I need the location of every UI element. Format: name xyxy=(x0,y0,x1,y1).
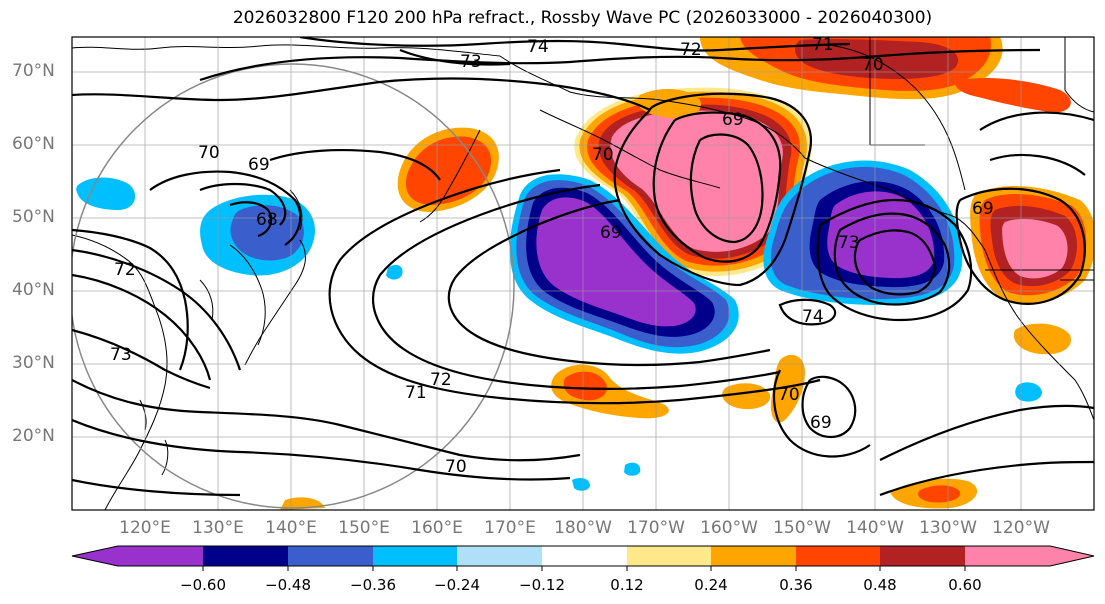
graticule xyxy=(72,37,1094,510)
colorbar-swatch xyxy=(457,546,542,566)
lat-label: 30°N xyxy=(12,353,55,373)
lon-label: 170°E xyxy=(484,518,536,538)
contour-label: 70 xyxy=(445,457,467,477)
contour-label: 73 xyxy=(838,233,860,253)
lon-label: 130°W xyxy=(919,518,977,538)
lon-label: 180°W xyxy=(554,518,612,538)
lon-label: 170°W xyxy=(627,518,685,538)
colorbar-tick-label: −0.12 xyxy=(519,576,565,594)
refractivity-contours xyxy=(72,37,1094,497)
lat-label: 70°N xyxy=(12,61,55,81)
contour-label: 72 xyxy=(430,370,452,390)
lat-label: 50°N xyxy=(12,207,55,227)
contour-label: 71 xyxy=(812,35,834,55)
contour-label: 69 xyxy=(810,413,832,433)
colorbar-swatch xyxy=(796,546,880,566)
contour-label: 69 xyxy=(722,110,744,130)
contour-label: 68 xyxy=(256,210,278,230)
contour-label: 69 xyxy=(972,199,994,219)
lon-label: 130°E xyxy=(192,518,244,538)
colorbar-swatch xyxy=(118,546,203,566)
lon-label: 120°E xyxy=(119,518,171,538)
coastlines xyxy=(72,37,1094,510)
lon-label: 160°W xyxy=(700,518,758,538)
colorbar-tick-label: 0.60 xyxy=(948,576,982,594)
negative-anomaly-central-pacific xyxy=(509,174,739,354)
contour-label: 69 xyxy=(600,223,622,243)
positive-anomaly-uswest xyxy=(970,186,1094,304)
map-title: 2026032800 F120 200 hPa refract., Rossby… xyxy=(232,8,933,28)
lon-label: 140°W xyxy=(846,518,904,538)
colorbar-tick-label: 0.36 xyxy=(779,576,813,594)
colorbar-tick-label: −0.60 xyxy=(180,576,226,594)
lon-label: 150°W xyxy=(773,518,831,538)
lat-label: 40°N xyxy=(12,280,55,300)
colorbar-swatch xyxy=(542,546,627,566)
colorbar-swatch xyxy=(965,546,1050,566)
colorbar-tick-label: −0.36 xyxy=(350,576,396,594)
contour-label: 72 xyxy=(114,260,136,280)
colorbar-swatch xyxy=(373,546,457,566)
colorbar-outline xyxy=(71,545,1095,567)
contour-label: 72 xyxy=(680,40,702,60)
colorbar-extend-right xyxy=(1050,546,1094,566)
contour-label: 70 xyxy=(862,55,884,75)
contour-label: 70 xyxy=(778,385,800,405)
colorbar-tick-label: −0.48 xyxy=(265,576,311,594)
colorbar-swatch xyxy=(880,546,965,566)
colorbar-swatch xyxy=(203,546,288,566)
map-frame xyxy=(71,36,1095,511)
colorbar-tick-label: 0.12 xyxy=(610,576,644,594)
contour-label: 71 xyxy=(405,383,427,403)
contour-label: 74 xyxy=(527,37,549,57)
colorbar-tick-label: −0.24 xyxy=(434,576,480,594)
contour-label: 74 xyxy=(802,307,824,327)
colorbar xyxy=(71,545,1095,571)
contour-label-group: 74 73 72 71 70 70 69 68 72 73 69 69 70 7… xyxy=(110,35,994,477)
colorbar-swatch xyxy=(711,546,796,566)
lat-label: 60°N xyxy=(12,134,55,154)
contour-label: 69 xyxy=(248,155,270,175)
lat-label: 20°N xyxy=(12,426,55,446)
colorbar-tick-label: 0.48 xyxy=(863,576,897,594)
contour-label: 70 xyxy=(592,145,614,165)
contour-label: 73 xyxy=(460,52,482,72)
contour-label: 70 xyxy=(198,143,220,163)
contour-label: 73 xyxy=(110,345,132,365)
highlight-circle xyxy=(72,63,515,509)
lon-label: 160°E xyxy=(411,518,463,538)
colorbar-swatch xyxy=(627,546,711,566)
colorbar-tick-label: 0.24 xyxy=(694,576,728,594)
lon-label: 120°W xyxy=(992,518,1050,538)
colorbar-swatch xyxy=(288,546,373,566)
colorbar-extend-left xyxy=(72,546,118,566)
lon-label: 140°E xyxy=(265,518,317,538)
lon-label: 150°E xyxy=(338,518,390,538)
